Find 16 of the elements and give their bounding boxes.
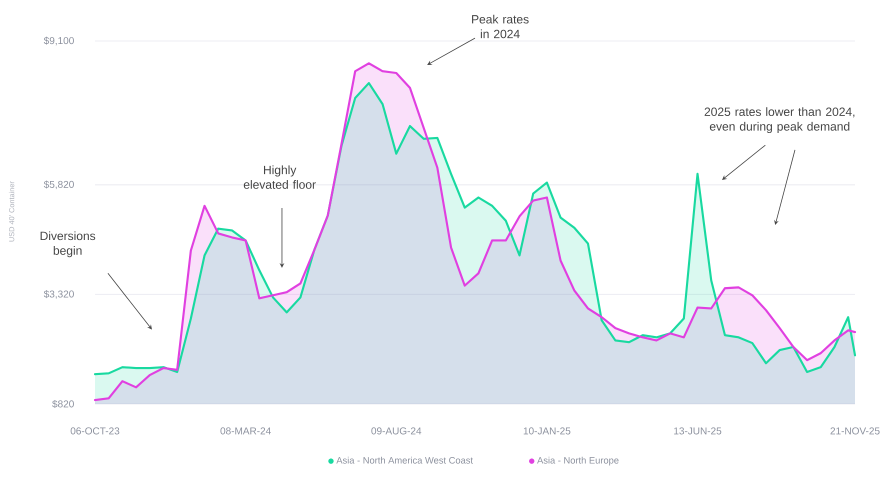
x-tick-label: 21-NOV-25 <box>830 427 880 434</box>
annotation: Diversions begin <box>40 231 96 258</box>
annotation: 2025 rates lower than 2024, even during peak demand <box>704 107 854 134</box>
y-tick-label: $9,100 <box>44 36 74 46</box>
text: Peak rates in 2024 <box>472 14 529 38</box>
legend-label: Asia - North America West Coast <box>336 456 473 464</box>
x-tick-label: 10-JAN-25 <box>524 427 570 434</box>
annotation: Highly elevated floor <box>244 165 316 189</box>
x-tick-label: 09-AUG-24 <box>371 427 422 434</box>
x-tick-label: 08-MAR-24 <box>220 427 271 434</box>
y-tick-label: $3,320 <box>44 290 74 299</box>
x-tick-label: 13-JUN-25 <box>674 427 722 434</box>
x-tick-label: 06-OCT-23 <box>70 427 120 434</box>
legend-label: Asia - North Europe <box>537 456 619 466</box>
y-tick-label: $820 <box>52 400 74 408</box>
y-tick-label: $5,820 <box>44 180 74 190</box>
